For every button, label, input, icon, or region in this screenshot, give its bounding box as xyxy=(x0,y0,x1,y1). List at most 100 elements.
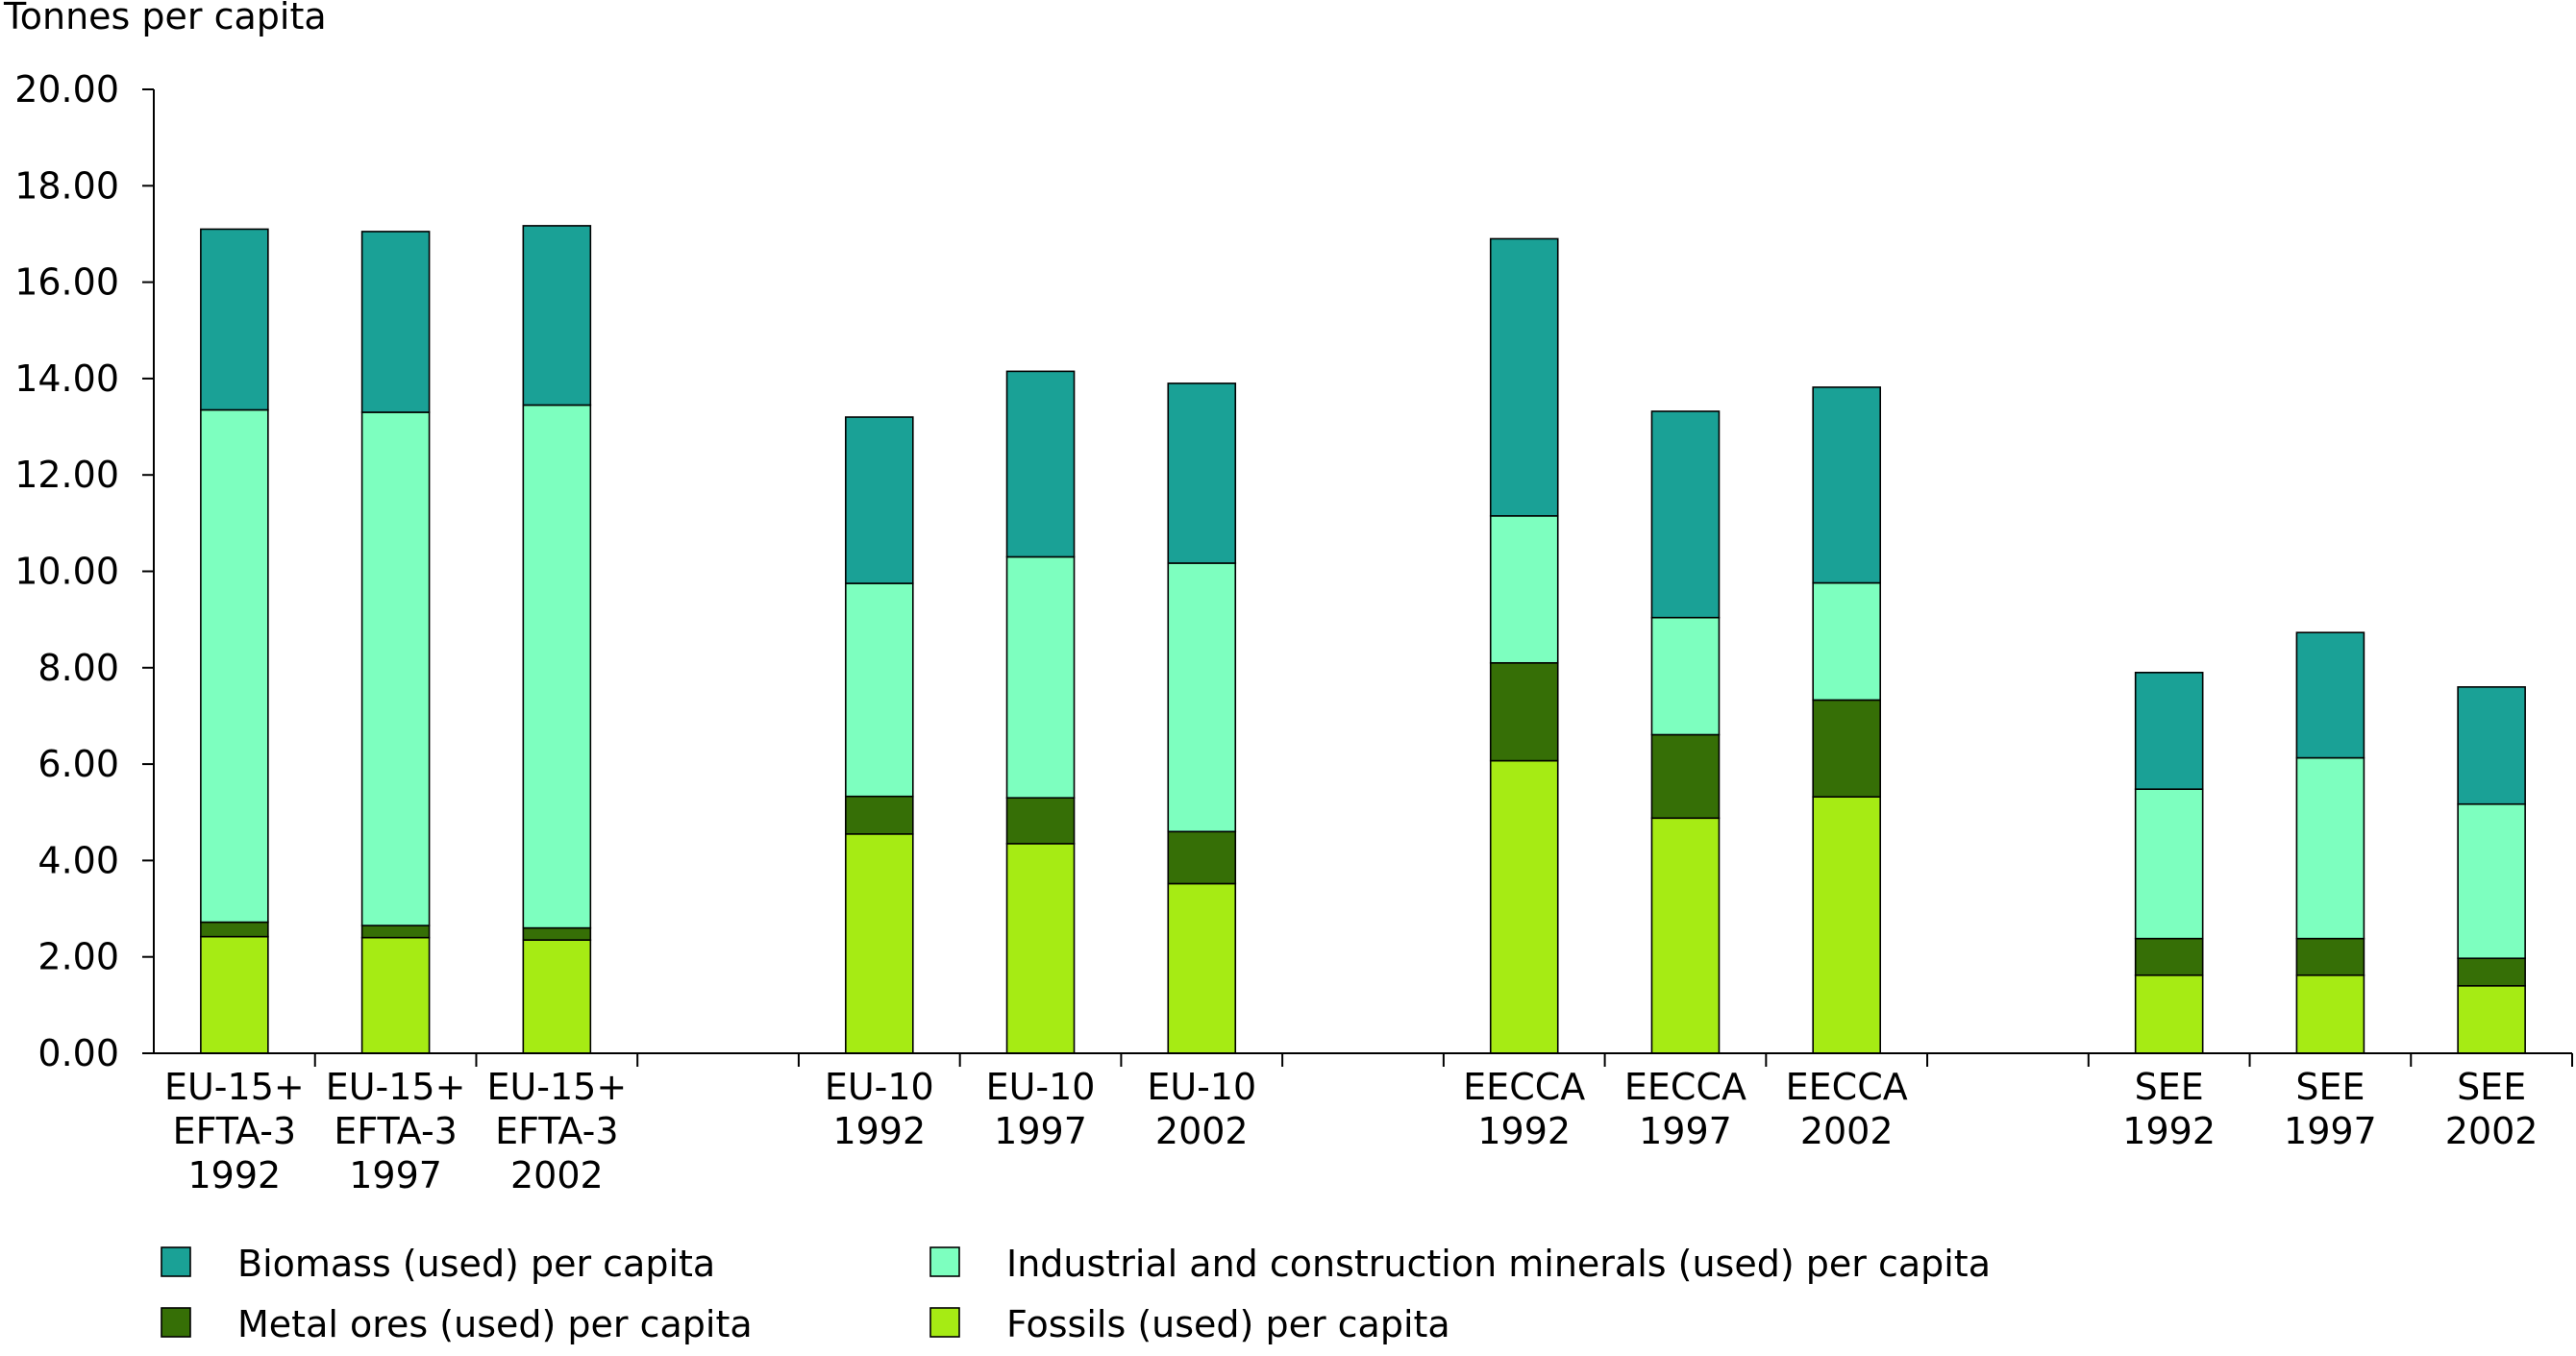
x-category-label: 1997 xyxy=(349,1154,442,1196)
x-category-label: EECCA xyxy=(1624,1066,1746,1108)
legend-label: Biomass (used) per capita xyxy=(237,1243,715,1285)
bar-segment xyxy=(2295,631,2365,759)
y-tick-label: 2.00 xyxy=(37,936,119,978)
y-tick-label: 8.00 xyxy=(37,647,119,689)
y-tick-label: 16.00 xyxy=(14,261,119,304)
y-axis-ticks: 0.00 2.00 4.00 6.00 8.00 10.00 12.00 14.00 16.00… xyxy=(14,68,154,1074)
bar-segment xyxy=(200,935,269,1054)
bar-segment xyxy=(1167,562,1237,833)
bar-segment xyxy=(522,926,592,941)
legend-label: Industrial and construction minerals (us… xyxy=(1006,1243,1991,1285)
bar-segment xyxy=(2134,788,2204,940)
bar-segment xyxy=(2457,957,2526,987)
x-category-label: EU-10 xyxy=(1147,1066,1256,1108)
bar-segment xyxy=(1812,581,1881,702)
bar-segment xyxy=(2134,672,2204,790)
x-category-label: EU-15+ xyxy=(164,1066,305,1108)
x-category-label: SEE xyxy=(2135,1066,2204,1108)
bar-segment xyxy=(1812,796,1881,1054)
bar-segment xyxy=(200,921,269,938)
y-tick-label: 6.00 xyxy=(37,743,119,785)
bar-segment xyxy=(2457,984,2526,1054)
y-tick-label: 0.00 xyxy=(37,1032,119,1074)
x-category-label: EFTA-3 xyxy=(495,1110,619,1152)
bar-segment xyxy=(1167,382,1237,564)
bar-segment xyxy=(1489,661,1559,762)
bar-segment xyxy=(1489,759,1559,1054)
y-tick-label: 12.00 xyxy=(14,454,119,496)
bar-segment xyxy=(1005,555,1076,800)
x-category-label: EU-15+ xyxy=(326,1066,466,1108)
bar-segment xyxy=(844,833,914,1054)
x-category-label: EFTA-3 xyxy=(173,1110,297,1152)
x-category-label: EU-10 xyxy=(986,1066,1096,1108)
legend: Biomass (used) per capita Industrial and … xyxy=(161,1243,1991,1345)
bar-segment xyxy=(2295,756,2365,940)
x-category-label: 2002 xyxy=(2445,1110,2539,1152)
bar-segment xyxy=(1650,817,1721,1054)
legend-label: Metal ores (used) per capita xyxy=(237,1303,753,1345)
bar-segment xyxy=(522,404,592,929)
x-category-label: SEE xyxy=(2457,1066,2526,1108)
bar-segment xyxy=(1005,370,1076,558)
y-tick-label: 18.00 xyxy=(14,164,119,207)
axes-group xyxy=(153,89,2573,1067)
x-category-label: 1997 xyxy=(2284,1110,2377,1152)
bar-segment xyxy=(360,411,431,926)
bar-segment xyxy=(360,231,431,413)
legend-swatch xyxy=(161,1307,191,1338)
y-tick-label: 10.00 xyxy=(14,551,119,593)
x-category-label: 2002 xyxy=(1800,1110,1894,1152)
bar-segment xyxy=(1005,843,1076,1054)
bar-segment xyxy=(1167,830,1237,885)
bar-segment xyxy=(1005,797,1076,845)
x-category-label: EECCA xyxy=(1786,1066,1908,1108)
bar-segment xyxy=(844,795,914,835)
x-category-label: 1992 xyxy=(2122,1110,2216,1152)
legend-label: Fossils (used) per capita xyxy=(1006,1303,1450,1345)
bar-segment xyxy=(1812,386,1881,584)
bar-segment xyxy=(522,225,592,407)
x-axis-labels: EU-15+EFTA-31992EU-15+EFTA-31997EU-15+EF… xyxy=(164,1066,2538,1196)
x-category-label: 1997 xyxy=(1639,1110,1732,1152)
bar-segment xyxy=(2457,686,2526,805)
x-category-label: SEE xyxy=(2295,1066,2365,1108)
legend-swatch xyxy=(929,1307,960,1338)
bar-segment xyxy=(1812,699,1881,799)
bar-segment xyxy=(2134,937,2204,976)
bar-segment xyxy=(1167,882,1237,1054)
bar-segment xyxy=(1650,616,1721,736)
y-tick-label: 20.00 xyxy=(14,68,119,111)
x-category-label: 1992 xyxy=(188,1154,282,1196)
x-category-label: 2002 xyxy=(510,1154,604,1196)
x-category-label: EU-10 xyxy=(825,1066,934,1108)
bar-segment xyxy=(1650,410,1721,619)
bar-segment xyxy=(2134,974,2204,1054)
y-axis-title: Tonnes per capita xyxy=(3,0,327,37)
bar-segment xyxy=(522,939,592,1054)
bars-group xyxy=(200,225,2526,1054)
x-category-label: 1992 xyxy=(832,1110,926,1152)
bar-segment xyxy=(2295,937,2365,976)
legend-swatch xyxy=(929,1246,960,1277)
bar-segment xyxy=(1650,733,1721,820)
x-category-label: 1992 xyxy=(1477,1110,1571,1152)
bar-segment xyxy=(2457,802,2526,960)
x-category-label: EU-15+ xyxy=(486,1066,627,1108)
bar-segment xyxy=(844,416,914,584)
bar-segment xyxy=(1489,515,1559,664)
bar-segment xyxy=(200,408,269,924)
y-tick-label: 14.00 xyxy=(14,357,119,400)
legend-swatch xyxy=(161,1246,191,1277)
bar-segment xyxy=(1489,237,1559,517)
x-category-label: EFTA-3 xyxy=(334,1110,458,1152)
x-category-label: 1997 xyxy=(994,1110,1087,1152)
bar-segment xyxy=(844,582,914,798)
y-tick-label: 4.00 xyxy=(37,839,119,881)
bar-segment xyxy=(360,925,431,939)
bar-segment xyxy=(360,936,431,1054)
bar-segment xyxy=(200,228,269,411)
x-category-label: 2002 xyxy=(1155,1110,1249,1152)
bar-segment xyxy=(2295,974,2365,1054)
